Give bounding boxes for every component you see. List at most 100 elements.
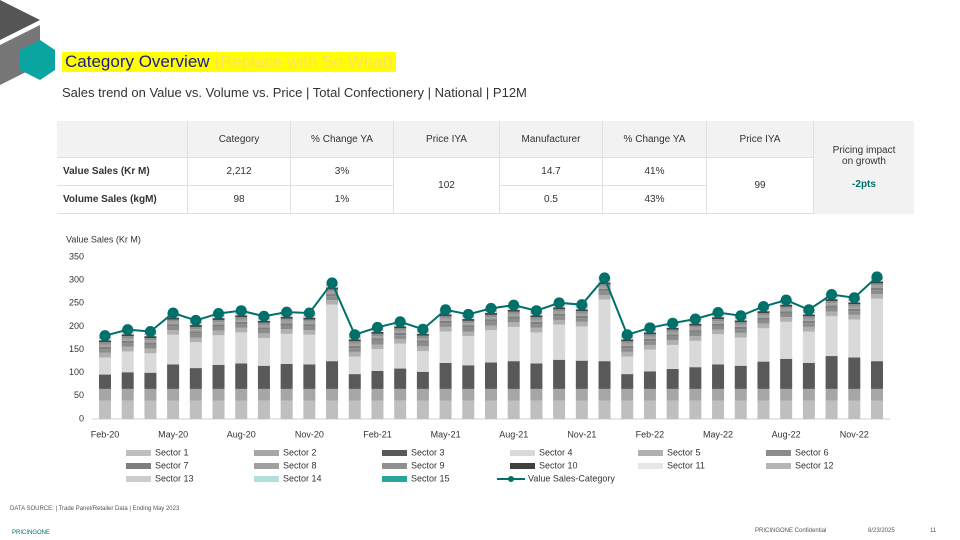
bar-segment: [189, 400, 202, 419]
bar-segment: [689, 367, 702, 389]
bar-segment: [507, 361, 520, 389]
bar-segment: [394, 368, 407, 389]
line-point: [871, 271, 883, 283]
bar-segment: [712, 319, 725, 322]
line-point: [508, 299, 520, 311]
bar-segment: [462, 400, 475, 419]
bar-segment: [825, 388, 838, 401]
bar-segment: [712, 400, 725, 419]
bar-segment: [530, 319, 543, 322]
bar-segment: [598, 282, 611, 285]
bar-segment: [553, 388, 566, 401]
bar-segment: [689, 323, 702, 326]
bar-segment: [871, 294, 883, 299]
bar-segment: [189, 337, 202, 343]
bar-segment: [621, 374, 634, 389]
bar-segment: [689, 400, 702, 419]
source: DATA SOURCE: | Trade Panel/Retailer Data…: [10, 506, 180, 512]
line-point: [167, 307, 179, 319]
bar-segment: [257, 365, 270, 389]
line-point: [757, 301, 769, 313]
bar-segment: [553, 311, 566, 314]
legend-label: Sector 6: [795, 447, 829, 457]
bar-segment: [439, 331, 452, 363]
bar-segment: [280, 325, 293, 330]
bar-segment: [621, 343, 634, 346]
bar-segment: [734, 400, 747, 419]
line-point: [712, 307, 724, 319]
bar-segment: [462, 365, 475, 389]
bar-segment: [666, 344, 679, 370]
logo: [0, 0, 55, 85]
bar-segment: [235, 324, 248, 328]
bar-segment: [734, 388, 747, 401]
bar-segment: [257, 320, 270, 323]
td: 2,212: [187, 157, 291, 186]
bar-segment: [485, 321, 497, 326]
line-point: [826, 288, 838, 300]
th: Price IYA: [706, 121, 814, 158]
brand: PRICINGONE: [12, 530, 51, 536]
y-axis-label: Value Sales (Kr M): [66, 234, 141, 244]
bar-segment: [553, 359, 566, 389]
bar-segment: [757, 317, 770, 320]
bar-segment: [780, 308, 793, 312]
legend-swatch: [126, 476, 151, 482]
x-tick-label: Feb-21: [363, 429, 392, 439]
bar-segment: [348, 339, 361, 342]
bar-segment: [575, 311, 588, 314]
bar-segment: [121, 336, 134, 339]
x-tick-label: May-20: [158, 429, 188, 439]
line-point: [303, 307, 315, 319]
x-tick-label: Nov-21: [567, 429, 596, 439]
bar-segment: [348, 345, 361, 349]
bar-segment: [416, 342, 429, 347]
bar-segment: [621, 345, 634, 349]
bar-segment: [485, 388, 497, 401]
bar-segment: [575, 318, 588, 322]
bar-segment: [235, 327, 248, 333]
bar-segment: [167, 319, 180, 322]
td: 0.5: [499, 185, 603, 214]
bar-segment: [167, 326, 180, 331]
bar-segment: [666, 334, 679, 337]
bar-segment: [167, 388, 180, 401]
bar-segment: [416, 350, 429, 372]
bar-segment: [416, 333, 429, 336]
bar-segment: [99, 374, 111, 389]
bar-segment: [848, 319, 861, 358]
bar-segment: [825, 356, 838, 389]
bar-segment: [780, 313, 793, 318]
bar-segment: [575, 315, 588, 319]
legend-swatch: [126, 463, 151, 469]
bar-segment: [257, 325, 270, 328]
bar-segment: [802, 323, 815, 327]
line-point: [553, 297, 565, 309]
bar-segment: [621, 356, 634, 375]
legend-label: Sector 12: [795, 460, 834, 470]
bar-segment: [121, 388, 134, 401]
bar-segment: [485, 319, 497, 322]
legend-label: Sector 2: [283, 447, 317, 457]
bar-segment: [280, 320, 293, 324]
bar-segment: [575, 360, 588, 389]
bar-segment: [439, 326, 452, 332]
bar-segment: [167, 321, 180, 325]
bar-segment: [144, 353, 157, 373]
bar-segment: [416, 338, 429, 341]
bar-segment: [621, 351, 634, 357]
bar-segment: [99, 357, 111, 375]
bar-segment: [757, 400, 770, 419]
bar-segment: [575, 309, 588, 312]
line-point: [326, 277, 338, 289]
bar-segment: [530, 388, 543, 401]
bar-segment: [848, 304, 861, 307]
bar-segment: [802, 362, 815, 389]
bar-segment: [280, 329, 293, 334]
bar-segment: [235, 388, 248, 401]
td: 1%: [290, 185, 394, 214]
bar-segment: [575, 313, 588, 316]
legend-label: Sector 14: [283, 473, 322, 483]
line-point: [122, 324, 134, 336]
bar-segment: [802, 331, 815, 363]
